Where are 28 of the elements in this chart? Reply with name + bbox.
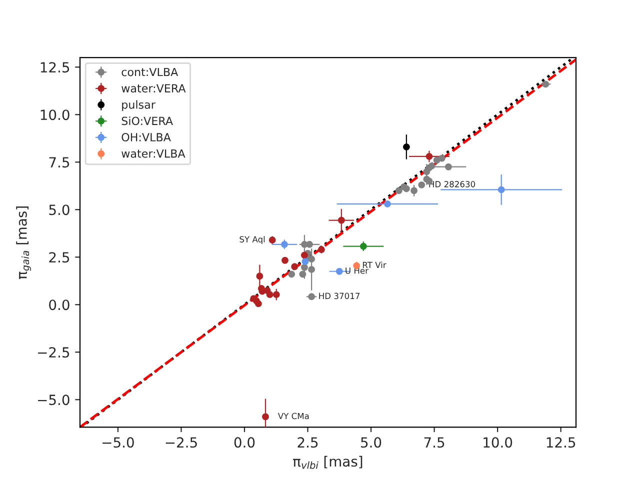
y-tick-label: 7.5 — [49, 157, 70, 168]
x-tick-label: 7.5 — [424, 437, 444, 448]
y-tick-label: 10.0 — [40, 110, 70, 120]
y-tick-label: 12.5 — [40, 62, 70, 73]
x-tick-label: 10.0 — [484, 437, 512, 448]
annotation: VY CMa — [278, 412, 309, 420]
x-tick-label: −2.5 — [166, 437, 197, 448]
annotation: HD 37017 — [319, 292, 360, 300]
y-tick-label: −2.5 — [38, 347, 70, 358]
x-tick-label: 0.0 — [234, 437, 255, 448]
y-tick-label: 0.0 — [49, 300, 70, 310]
x-tick-label: 2.5 — [298, 437, 318, 448]
y-tick-label: 5.0 — [49, 204, 70, 216]
legend-label: water:VLBA — [122, 149, 186, 158]
legend-label: water:VERA — [122, 84, 186, 93]
y-tick-label: 2.5 — [49, 252, 70, 263]
x-tick-label: 12.5 — [546, 437, 576, 448]
y-tick-label: −5.0 — [38, 394, 70, 406]
x-axis-title: π$_{vlbi}$ [mas] — [293, 456, 362, 469]
annotation: SY Aql — [240, 236, 265, 244]
x-tick-label: 5.0 — [361, 437, 382, 448]
legend-label: OH:VLBA — [122, 133, 171, 142]
legend-label: pulsar — [122, 100, 156, 111]
legend-label: SiO:VERA — [122, 116, 173, 126]
y-axis-title: π$_{gaia}$ [mas] — [16, 206, 31, 280]
x-tick-label: −5.0 — [102, 437, 134, 448]
annotation: RT Vir — [362, 262, 386, 268]
legend-label: cont:VLBA — [122, 68, 178, 76]
